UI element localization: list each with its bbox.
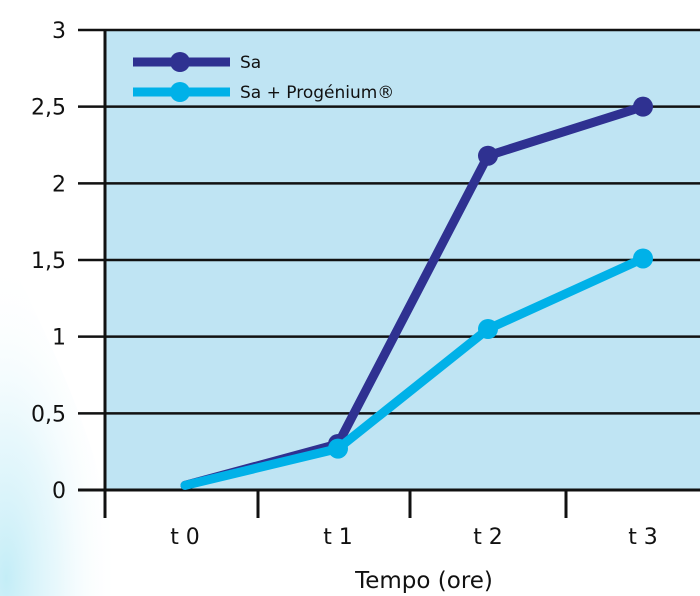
x-tick-label: t 0 — [170, 525, 200, 550]
data-point — [633, 96, 653, 117]
y-tick-label: 0 — [52, 479, 66, 504]
data-point — [328, 438, 348, 459]
legend-swatch-marker — [170, 52, 190, 72]
y-tick-labels: 0 0,5 1 1,5 2 2,5 3 — [31, 19, 66, 504]
legend: Sa Sa + Progénium® — [133, 52, 394, 103]
background-swirl — [0, 240, 125, 596]
legend-label: Sa — [240, 53, 261, 73]
data-point — [478, 319, 498, 339]
y-tick-label: 2,5 — [31, 96, 66, 121]
x-tick-label: t 1 — [323, 525, 353, 550]
x-tick-label: t 3 — [628, 525, 658, 550]
y-tick-label: 3 — [52, 19, 66, 44]
legend-swatch-marker — [170, 82, 190, 102]
data-point — [478, 145, 498, 166]
data-point — [633, 248, 653, 269]
series-lines — [180, 96, 653, 490]
legend-label: Sa + Progénium® — [240, 83, 394, 103]
axes — [78, 30, 700, 518]
y-tick-label: 1 — [52, 326, 66, 351]
y-tick-label: 1,5 — [31, 249, 66, 274]
x-tick-labels: t 0 t 1 t 2 t 3 — [170, 525, 658, 550]
y-tick-label: 0,5 — [31, 402, 66, 427]
x-tick-label: t 2 — [473, 525, 503, 550]
gridlines — [78, 28, 700, 415]
x-axis-label: Tempo (ore) — [354, 568, 493, 594]
y-tick-label: 2 — [52, 172, 66, 197]
series-line — [180, 253, 648, 490]
